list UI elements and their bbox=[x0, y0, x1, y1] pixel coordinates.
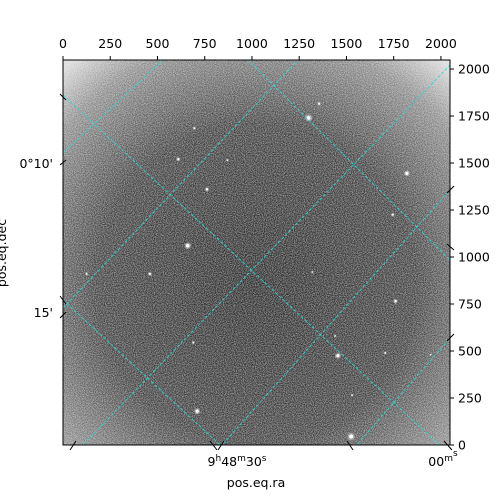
star-source bbox=[405, 171, 409, 175]
star-source bbox=[429, 354, 432, 356]
y-tick-label: 1500 bbox=[458, 156, 490, 171]
y-tick-label: 1750 bbox=[458, 109, 490, 124]
ra-tick-label-1: 00ms bbox=[428, 449, 458, 469]
ra-tick-1-minutes-unit: m bbox=[444, 454, 453, 464]
star-source bbox=[148, 272, 152, 276]
x-tick-label: 1750 bbox=[378, 36, 410, 51]
y-axis-title: pos.eq.dec bbox=[0, 219, 9, 287]
star-source bbox=[85, 273, 88, 275]
wcs-grid-line bbox=[63, 60, 164, 154]
wcs-grid-line bbox=[63, 299, 221, 445]
x-tick-label: 1500 bbox=[331, 36, 363, 51]
x-tick-label: 0 bbox=[59, 36, 67, 51]
image-noise bbox=[63, 60, 450, 445]
x-tick-label: 500 bbox=[146, 36, 170, 51]
ra-tick-1-seconds-unit: s bbox=[453, 449, 458, 459]
wcs-grid-line bbox=[221, 189, 450, 445]
star-source bbox=[185, 243, 190, 248]
pixel-x-axis-top: 0 250 500 750 1000 1250 1500 1750 2000 bbox=[59, 36, 457, 60]
wcs-grid-line bbox=[356, 337, 450, 445]
x-tick-label: 2000 bbox=[425, 36, 457, 51]
star-source bbox=[193, 127, 196, 130]
star-source bbox=[318, 102, 321, 105]
star-source bbox=[391, 213, 394, 216]
ra-tick-0-seconds-unit: s bbox=[262, 454, 267, 464]
wcs-ticks bbox=[59, 93, 455, 451]
y-tick-label: 2000 bbox=[458, 62, 490, 77]
star-source bbox=[311, 271, 314, 273]
star-source bbox=[384, 352, 387, 354]
star-source bbox=[334, 335, 336, 337]
star-source bbox=[306, 115, 311, 120]
star-source bbox=[195, 409, 199, 413]
y-tick-label: 1250 bbox=[458, 203, 490, 218]
y-tick-label: 1000 bbox=[458, 250, 490, 265]
wcs-tick-mark bbox=[59, 93, 455, 451]
y-tick-label: 0 bbox=[458, 438, 466, 453]
wcs-grid-line bbox=[63, 94, 440, 445]
ra-tick-0-hours: 9 bbox=[208, 454, 216, 469]
x-tick-label: 1000 bbox=[236, 36, 268, 51]
y-tick-label: 500 bbox=[458, 344, 482, 359]
plot-frame bbox=[62, 59, 451, 446]
ra-tick-0-minutes: 48 bbox=[221, 454, 237, 469]
dec-tick-label-0: 0°10' bbox=[19, 156, 53, 171]
x-axis-title: pos.eq.ra bbox=[227, 475, 285, 490]
wcs-grid-line bbox=[81, 64, 450, 445]
star-source bbox=[349, 434, 354, 439]
ra-tick-0-hours-unit: h bbox=[215, 454, 221, 464]
image-area bbox=[63, 60, 450, 445]
x-tick-label: 250 bbox=[98, 36, 122, 51]
star-source bbox=[226, 159, 229, 161]
y-tick-label: 750 bbox=[458, 297, 482, 312]
star-sources bbox=[85, 102, 432, 441]
star-source bbox=[351, 394, 353, 396]
wcs-grid-line bbox=[247, 60, 450, 261]
x-tick-label: 1250 bbox=[283, 36, 315, 51]
dec-tick-label-1: 15' bbox=[34, 305, 53, 320]
star-source bbox=[177, 158, 180, 161]
x-tick-label: 750 bbox=[193, 36, 217, 51]
ra-tick-label-0: 9h48m30s bbox=[208, 454, 267, 469]
wcs-grid-line bbox=[63, 60, 299, 309]
ra-tick-0-minutes-unit: m bbox=[237, 454, 246, 464]
pixel-y-axis-right: 0 250 500 750 1000 1250 1500 1750 2000 bbox=[450, 62, 490, 453]
y-tick-label: 250 bbox=[458, 391, 482, 406]
star-source bbox=[192, 341, 195, 344]
star-source bbox=[205, 188, 209, 191]
wcs-grid bbox=[63, 60, 450, 445]
star-source bbox=[394, 299, 397, 303]
star-source bbox=[336, 354, 340, 358]
ra-tick-0-seconds: 30 bbox=[246, 454, 262, 469]
ra-tick-1-minutes: 00 bbox=[428, 454, 444, 469]
